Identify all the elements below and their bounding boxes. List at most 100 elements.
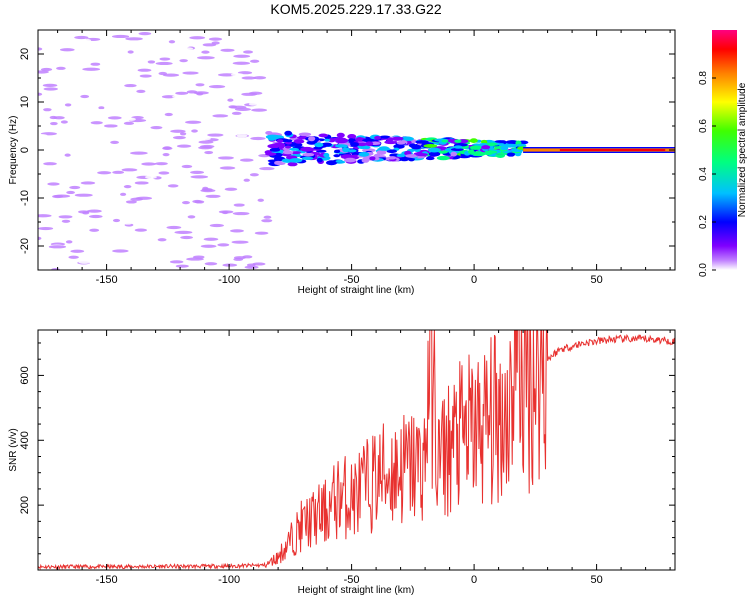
noise-blob [64, 103, 72, 107]
noise-blob [253, 76, 267, 80]
noise-blob [243, 178, 250, 182]
signal-blob [391, 136, 404, 141]
signal-blob [503, 143, 518, 148]
y-tick-label: 20 [19, 48, 31, 60]
y-tick-label: 200 [19, 496, 31, 514]
signal-blob [450, 151, 458, 157]
signal-blob [285, 139, 293, 143]
signal-blob [269, 148, 281, 152]
signal-blob [300, 146, 314, 152]
snr-y-axis-label: SNR (v/v) [8, 428, 19, 471]
signal-blob [333, 154, 341, 158]
noise-blob [186, 90, 198, 94]
noise-blob [77, 141, 84, 145]
noise-blob [204, 150, 214, 155]
signal-blob [362, 138, 376, 143]
signal-blob [396, 141, 406, 145]
noise-blob [74, 35, 89, 40]
noise-blob [193, 52, 202, 57]
noise-blob [56, 66, 66, 70]
noise-blob [172, 95, 189, 99]
snr-panel: -150 -100 -50 0 50 200 400 600 Height of strai… [8, 329, 676, 596]
noise-blob [198, 146, 213, 150]
y-tick-label: 600 [19, 366, 31, 384]
noise-blob [89, 214, 103, 219]
noise-blob [191, 129, 198, 133]
spectrogram-cells [38, 32, 675, 270]
noise-blob [213, 57, 229, 61]
noise-blob [227, 98, 234, 102]
noise-blob [77, 178, 94, 183]
noise-blob [208, 85, 226, 89]
noise-blob [253, 254, 263, 259]
noise-blob [219, 166, 236, 170]
noise-blob [215, 34, 233, 38]
noise-blob [195, 231, 213, 235]
noise-blob [236, 134, 248, 138]
signal-blob [289, 147, 300, 151]
colorbar: 0.0 0.2 0.4 0.6 0.8 Normalized spectral ampl… [698, 30, 748, 277]
signal-blob [313, 146, 323, 150]
noise-blob [254, 250, 261, 255]
signal-blob [484, 150, 498, 154]
noise-blob [141, 162, 157, 166]
noise-blob [162, 146, 173, 150]
noise-blob [48, 245, 67, 249]
signal-blob [333, 149, 341, 154]
signal-blob [472, 151, 486, 157]
noise-blob [230, 73, 244, 77]
x-tick-label: 50 [590, 274, 602, 286]
noise-blob [209, 223, 224, 228]
signal-blob [516, 143, 527, 147]
colorbar-tick-label: 0.8 [698, 71, 709, 85]
signal-blob [348, 138, 355, 143]
noise-blob [86, 209, 102, 213]
noise-blob [228, 105, 238, 109]
noise-blob [246, 263, 256, 267]
noise-blob [38, 226, 54, 231]
noise-blob [158, 71, 168, 76]
noise-blob [226, 119, 239, 123]
noise-blob [126, 117, 136, 121]
noise-blob [159, 57, 171, 61]
noise-blob [38, 92, 43, 96]
noise-blob [244, 265, 259, 269]
noise-blob [124, 246, 142, 250]
snr-y-ticks: 200 400 600 [19, 342, 675, 571]
noise-blob [190, 170, 205, 174]
noise-blob [165, 229, 174, 233]
noise-blob [148, 239, 156, 243]
signal-blob [484, 142, 498, 147]
snr-x-axis-label: Height of straight line (km) [298, 585, 415, 596]
signal-blob [306, 140, 318, 145]
signal-blob [454, 139, 462, 143]
x-tick-label: -150 [96, 574, 118, 586]
noise-blob [43, 257, 58, 261]
signal-blob [425, 156, 435, 161]
noise-blob [144, 175, 157, 179]
noise-blob [194, 200, 205, 204]
noise-blob [239, 158, 254, 162]
noise-blob [162, 153, 170, 157]
noise-blob [134, 181, 149, 185]
noise-blob [50, 121, 58, 126]
noise-blob [221, 210, 229, 215]
noise-blob [212, 114, 229, 118]
noise-blob [169, 117, 181, 121]
noise-blob [70, 249, 85, 253]
signal-blob [347, 134, 357, 140]
signal-blob [264, 152, 277, 156]
noise-blob [217, 243, 230, 247]
noise-blob [261, 219, 273, 223]
noise-blob [147, 60, 156, 64]
noise-blob [237, 71, 253, 75]
signal-blob [379, 135, 391, 139]
noise-blob [243, 50, 254, 54]
signal-blob [274, 160, 283, 164]
noise-blob [250, 136, 266, 141]
noise-blob [254, 231, 269, 235]
x-tick-label: -150 [96, 274, 118, 286]
noise-blob [172, 111, 191, 115]
signal-blob [284, 130, 293, 136]
